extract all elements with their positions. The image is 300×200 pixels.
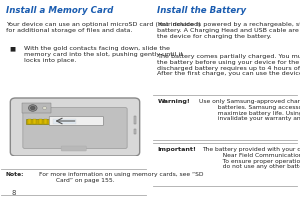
- Bar: [134, 116, 136, 124]
- Text: The battery provided with your device contains a
           Near Field Communica: The battery provided with your device co…: [202, 147, 300, 169]
- Text: Your device is powered by a rechargeable, standard Li-Ion
battery. A Charging He: Your device is powered by a rechargeable…: [158, 22, 300, 39]
- Text: Your device can use an optional microSD card (not included)
for additional stora: Your device can use an optional microSD …: [6, 22, 201, 33]
- Text: ■: ■: [9, 46, 15, 51]
- Bar: [26, 118, 52, 124]
- Text: Install the Battery: Install the Battery: [158, 6, 247, 15]
- Text: Install a Memory Card: Install a Memory Card: [6, 6, 113, 15]
- Bar: [52, 119, 76, 123]
- FancyBboxPatch shape: [10, 98, 140, 156]
- Bar: [44, 119, 47, 123]
- Bar: [134, 129, 136, 134]
- Text: For more information on using memory cards, see “SD
         Card” on page 155.: For more information on using memory car…: [39, 172, 203, 183]
- Bar: [39, 119, 42, 123]
- Text: Note:: Note:: [6, 172, 24, 177]
- Text: Use only Samsung-approved charging devices and
          batteries. Samsung acce: Use only Samsung-approved charging devic…: [199, 99, 300, 121]
- Text: 8: 8: [12, 190, 16, 196]
- Text: Important!: Important!: [158, 147, 196, 152]
- FancyBboxPatch shape: [61, 146, 86, 151]
- FancyBboxPatch shape: [49, 116, 104, 126]
- Text: With the gold contacts facing down, slide the
memory card into the slot, pushing: With the gold contacts facing down, slid…: [24, 46, 183, 63]
- Bar: [22, 103, 51, 113]
- Bar: [33, 119, 36, 123]
- FancyBboxPatch shape: [23, 108, 127, 148]
- Text: Warning!: Warning!: [158, 99, 190, 104]
- Text: The battery comes partially charged. You must fully charge
the battery before us: The battery comes partially charged. You…: [158, 54, 300, 76]
- Bar: [28, 119, 31, 123]
- Ellipse shape: [43, 106, 46, 110]
- Ellipse shape: [28, 105, 37, 111]
- Ellipse shape: [31, 106, 35, 110]
